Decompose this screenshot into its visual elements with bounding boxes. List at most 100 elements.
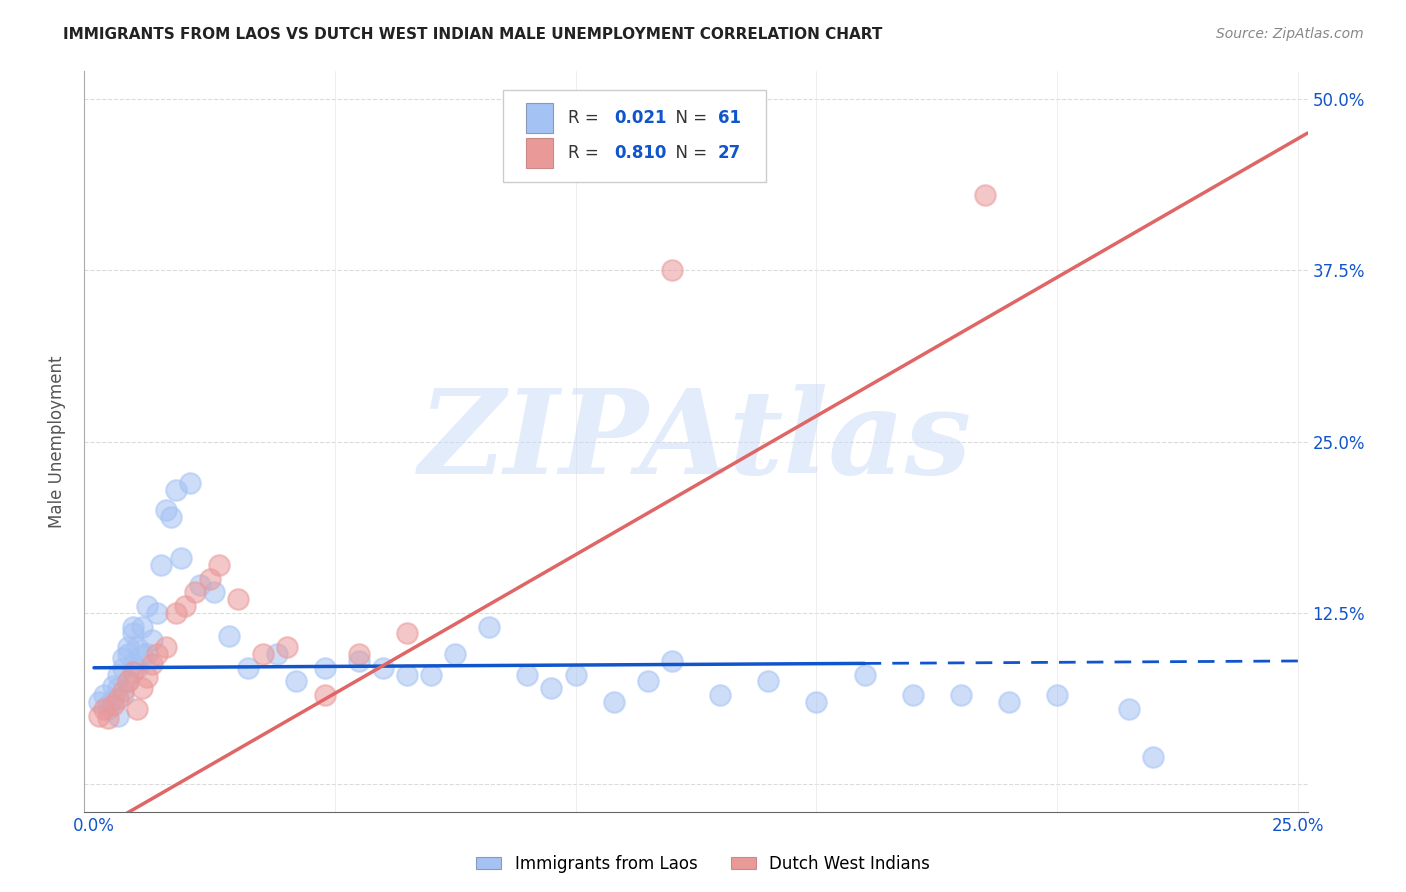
FancyBboxPatch shape <box>526 103 553 133</box>
FancyBboxPatch shape <box>503 90 766 183</box>
Point <box>901 688 924 702</box>
Point <box>141 657 163 671</box>
Point <box>516 667 538 681</box>
Point <box>131 681 153 696</box>
Point <box>97 711 120 725</box>
Point <box>174 599 197 613</box>
Point <box>276 640 298 655</box>
Text: R =: R = <box>568 144 603 161</box>
Point <box>131 647 153 661</box>
Point <box>208 558 231 572</box>
Point <box>540 681 562 696</box>
Point <box>107 708 129 723</box>
Point <box>974 187 997 202</box>
Point <box>1142 750 1164 764</box>
Point <box>103 698 125 712</box>
Text: 27: 27 <box>718 144 741 161</box>
Text: ZIPAtlas: ZIPAtlas <box>419 384 973 499</box>
Point <box>564 667 586 681</box>
Point <box>1046 688 1069 702</box>
Point <box>121 657 143 671</box>
Point <box>117 674 139 689</box>
Point <box>107 667 129 681</box>
Point <box>236 661 259 675</box>
Point <box>136 599 159 613</box>
Point <box>145 647 167 661</box>
Text: 0.810: 0.810 <box>614 144 666 161</box>
Text: IMMIGRANTS FROM LAOS VS DUTCH WEST INDIAN MALE UNEMPLOYMENT CORRELATION CHART: IMMIGRANTS FROM LAOS VS DUTCH WEST INDIA… <box>63 27 883 42</box>
Point <box>661 263 683 277</box>
Text: 61: 61 <box>718 109 741 127</box>
Point <box>160 510 183 524</box>
Point <box>127 640 149 655</box>
Point <box>127 661 149 675</box>
Point <box>103 692 125 706</box>
Legend: Immigrants from Laos, Dutch West Indians: Immigrants from Laos, Dutch West Indians <box>470 848 936 880</box>
Point <box>371 661 394 675</box>
Text: N =: N = <box>665 144 713 161</box>
Point <box>285 674 308 689</box>
Point <box>949 688 972 702</box>
Point <box>395 667 418 681</box>
Point <box>155 503 177 517</box>
Point <box>179 475 201 490</box>
Y-axis label: Male Unemployment: Male Unemployment <box>48 355 66 528</box>
Point <box>97 702 120 716</box>
Text: Source: ZipAtlas.com: Source: ZipAtlas.com <box>1216 27 1364 41</box>
Point <box>103 679 125 693</box>
Point <box>998 695 1021 709</box>
Point <box>121 619 143 633</box>
Point <box>165 606 187 620</box>
Point <box>131 619 153 633</box>
Point <box>756 674 779 689</box>
Point <box>661 654 683 668</box>
Point <box>444 647 467 661</box>
Point <box>93 688 115 702</box>
Point <box>218 629 240 643</box>
Point <box>111 688 134 702</box>
Point <box>478 619 501 633</box>
Text: N =: N = <box>665 109 713 127</box>
Point <box>165 483 187 497</box>
Point <box>117 640 139 655</box>
Point <box>184 585 207 599</box>
Point <box>1118 702 1140 716</box>
Point <box>87 695 110 709</box>
Point <box>170 551 193 566</box>
Point <box>127 702 149 716</box>
Point <box>347 654 370 668</box>
Point <box>121 665 143 679</box>
FancyBboxPatch shape <box>526 138 553 168</box>
Point <box>202 585 225 599</box>
Point <box>97 698 120 712</box>
Point <box>141 633 163 648</box>
Point <box>150 558 173 572</box>
Point <box>111 651 134 665</box>
Point <box>155 640 177 655</box>
Point <box>111 684 134 698</box>
Point <box>603 695 626 709</box>
Point <box>228 592 250 607</box>
Point <box>314 688 336 702</box>
Point <box>111 661 134 675</box>
Point <box>87 708 110 723</box>
Point <box>136 670 159 684</box>
Point <box>395 626 418 640</box>
Point <box>136 647 159 661</box>
Point <box>93 702 115 716</box>
Point <box>117 674 139 689</box>
Point <box>188 578 211 592</box>
Point <box>198 572 221 586</box>
Text: 0.021: 0.021 <box>614 109 666 127</box>
Point <box>121 626 143 640</box>
Point <box>347 647 370 661</box>
Point <box>420 667 443 681</box>
Point <box>145 606 167 620</box>
Point <box>853 667 876 681</box>
Point <box>107 692 129 706</box>
Point <box>637 674 659 689</box>
Point <box>806 695 828 709</box>
Point <box>252 647 274 661</box>
Point <box>314 661 336 675</box>
Point <box>266 647 288 661</box>
